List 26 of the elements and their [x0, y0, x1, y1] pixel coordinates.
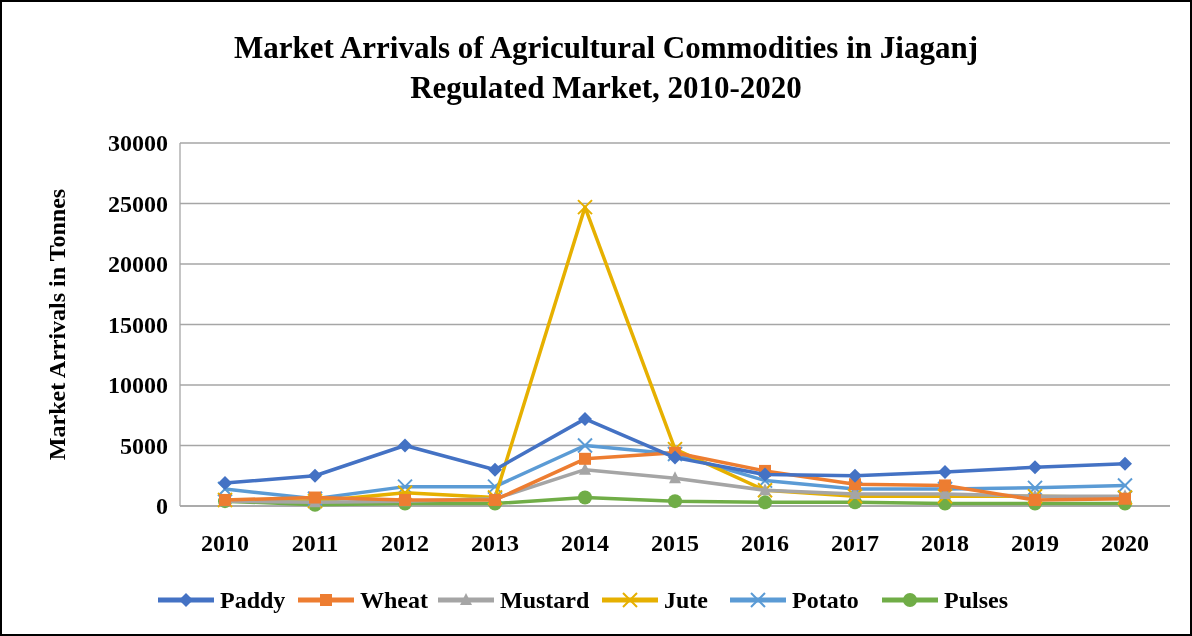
- y-tick-label: 20000: [108, 251, 168, 278]
- chart-title: Market Arrivals of Agricultural Commodities in Jiaganj Regulated Market, 2010-2020: [234, 30, 978, 105]
- x-tick-label: 2016: [741, 530, 789, 556]
- x-tick-label: 2018: [921, 530, 969, 556]
- x-tick-label: 2012: [381, 530, 429, 556]
- legend-label: Jute: [664, 587, 709, 613]
- x-tick-label: 2013: [471, 530, 519, 556]
- x-tick-label: 2020: [1101, 530, 1149, 556]
- y-tick-label: 5000: [120, 432, 168, 459]
- x-tick-label: 2010: [201, 530, 249, 556]
- y-tick-label: 0: [156, 493, 168, 520]
- x-tick-label: 2011: [291, 530, 339, 556]
- x-tick-label: 2014: [561, 530, 609, 556]
- y-tick-label: 30000: [108, 130, 168, 157]
- x-tick-label: 2015: [651, 530, 699, 556]
- y-tick-label: 15000: [108, 311, 168, 338]
- x-tick-label: 2017: [831, 530, 879, 556]
- legend-label: Potato: [792, 587, 859, 613]
- y-tick-label: 25000: [108, 190, 168, 217]
- legend-label: Pulses: [944, 587, 1009, 613]
- legend-label: Mustard: [500, 587, 590, 613]
- legend-label: Paddy: [220, 587, 286, 613]
- legend-label: Wheat: [360, 587, 428, 613]
- y-axis-title: Market Arrivals in Tonnes: [44, 188, 70, 461]
- x-tick-label: 2019: [1011, 530, 1059, 556]
- y-tick-label: 10000: [108, 372, 168, 399]
